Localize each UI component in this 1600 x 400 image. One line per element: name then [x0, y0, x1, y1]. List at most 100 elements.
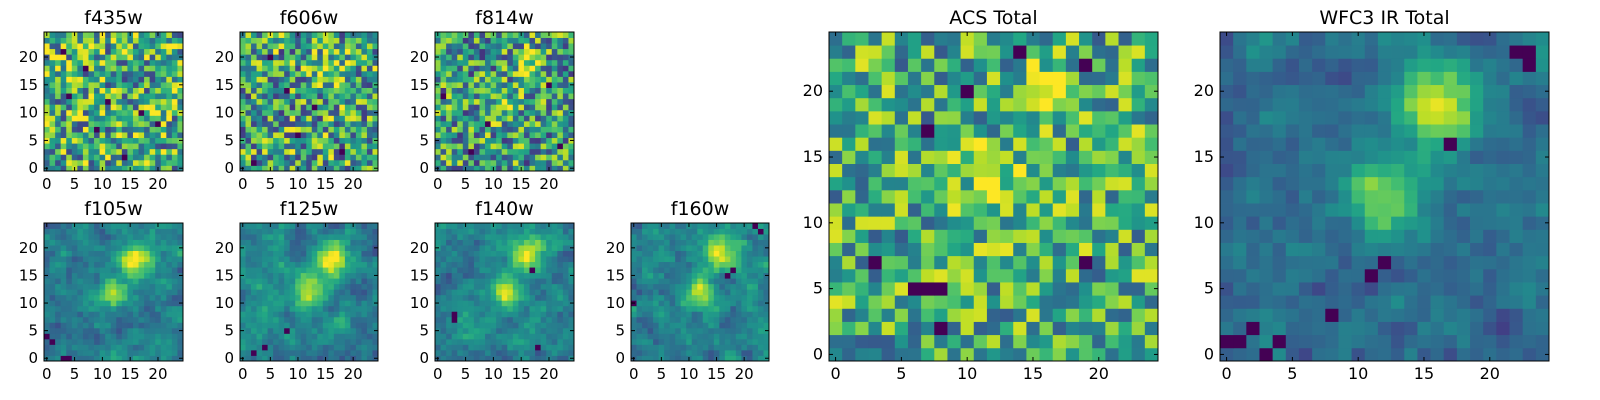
heatmap-cell — [149, 228, 156, 235]
heatmap-cell — [642, 250, 648, 257]
heatmap-cell — [1052, 282, 1067, 296]
heatmap-cell — [1013, 268, 1027, 283]
heatmap-cell — [66, 223, 73, 229]
heatmap-cell — [132, 165, 139, 172]
heatmap-cell — [322, 148, 329, 155]
heatmap-cell — [110, 294, 117, 301]
heatmap-cell — [757, 239, 764, 246]
heatmap-cell — [350, 59, 357, 66]
heatmap-cell — [680, 245, 687, 251]
heatmap-cell — [366, 294, 373, 301]
heatmap-cell — [664, 234, 671, 240]
heatmap-cell — [278, 132, 285, 139]
heatmap-cell — [171, 104, 178, 111]
heatmap-cell — [479, 261, 486, 268]
heatmap-cell — [60, 283, 67, 290]
heatmap-cell — [440, 132, 447, 139]
heatmap-cell — [457, 98, 464, 105]
heatmap-cell — [339, 272, 346, 279]
heatmap-cell — [473, 355, 480, 362]
heatmap-cell — [457, 115, 464, 122]
heatmap-cell — [708, 327, 715, 334]
heatmap-cell — [284, 338, 291, 345]
heatmap-cell — [317, 37, 324, 44]
heatmap-cell — [121, 48, 128, 55]
heatmap-cell — [166, 70, 173, 77]
heatmap-cell — [451, 104, 458, 111]
heatmap-cell — [686, 239, 693, 246]
heatmap-cell — [557, 234, 564, 240]
heatmap-cell — [372, 349, 379, 356]
heatmap-cell — [529, 344, 536, 351]
heatmap-cell — [557, 59, 564, 66]
heatmap-cell — [256, 289, 263, 296]
heatmap-cell — [562, 305, 569, 312]
heatmap-cell — [894, 242, 909, 257]
heatmap-cell — [457, 37, 464, 44]
heatmap-cell — [300, 87, 307, 94]
heatmap-cell — [317, 223, 324, 229]
heatmap-cell — [523, 76, 530, 83]
heatmap-cell — [568, 234, 575, 240]
heatmap-cell — [713, 311, 720, 318]
heatmap-cell — [166, 93, 173, 100]
heatmap-cell — [60, 70, 67, 77]
heatmap-cell — [71, 148, 78, 155]
heatmap-cell — [501, 283, 508, 290]
heatmap-cell — [708, 305, 715, 312]
heatmap-cell — [149, 43, 156, 50]
heatmap-cell — [344, 104, 351, 111]
heatmap-cell — [462, 93, 469, 100]
heatmap-cell — [105, 316, 112, 323]
heatmap-cell — [300, 300, 307, 307]
heatmap-cell — [333, 148, 340, 155]
heatmap-cell — [121, 104, 128, 111]
heatmap-cell — [741, 256, 748, 263]
heatmap-cell — [256, 126, 263, 133]
heatmap-cell — [344, 311, 351, 318]
heatmap-cell — [240, 344, 246, 351]
heatmap-cell — [366, 32, 373, 38]
heatmap-cell — [317, 65, 324, 72]
heatmap-cell — [730, 261, 737, 268]
heatmap-cell — [691, 322, 698, 329]
heatmap-cell — [116, 132, 123, 139]
heatmap-cell — [245, 37, 252, 44]
heatmap-cell — [446, 294, 453, 301]
heatmap-cell — [842, 189, 856, 204]
heatmap-cell — [523, 37, 530, 44]
heatmap-cell — [295, 154, 302, 161]
heatmap-cell — [529, 137, 536, 144]
heatmap-cell — [132, 305, 139, 312]
heatmap-cell — [523, 300, 530, 307]
heatmap-cell — [855, 203, 869, 217]
heatmap-cell — [350, 278, 357, 285]
heatmap-cell — [66, 261, 73, 268]
heatmap-cell — [284, 37, 291, 44]
heatmap-cell — [518, 261, 525, 268]
heatmap-cell — [105, 245, 112, 251]
heatmap-cell — [132, 239, 139, 246]
heatmap-cell — [842, 229, 856, 243]
heatmap-cell — [160, 54, 167, 61]
heatmap-cell — [355, 93, 362, 100]
heatmap-cell — [735, 228, 742, 235]
heatmap-cell — [894, 216, 909, 230]
heatmap-cell — [317, 311, 324, 318]
heatmap-cell — [284, 245, 291, 251]
heatmap-cell — [245, 316, 252, 323]
heatmap-cell — [284, 126, 291, 133]
heatmap-cell — [245, 338, 252, 345]
heatmap-cell — [697, 355, 704, 362]
heatmap-cell — [451, 165, 458, 172]
heatmap-cell — [842, 308, 856, 322]
heatmap-cell — [132, 272, 139, 279]
heatmap-cell — [921, 242, 935, 257]
heatmap-cell — [155, 349, 162, 356]
heatmap-cell — [540, 289, 547, 296]
heatmap-cell — [171, 43, 178, 50]
heatmap-cell — [306, 137, 313, 144]
heatmap-cell — [339, 126, 346, 133]
heatmap-cell — [306, 223, 313, 229]
heatmap-cell — [82, 272, 89, 279]
